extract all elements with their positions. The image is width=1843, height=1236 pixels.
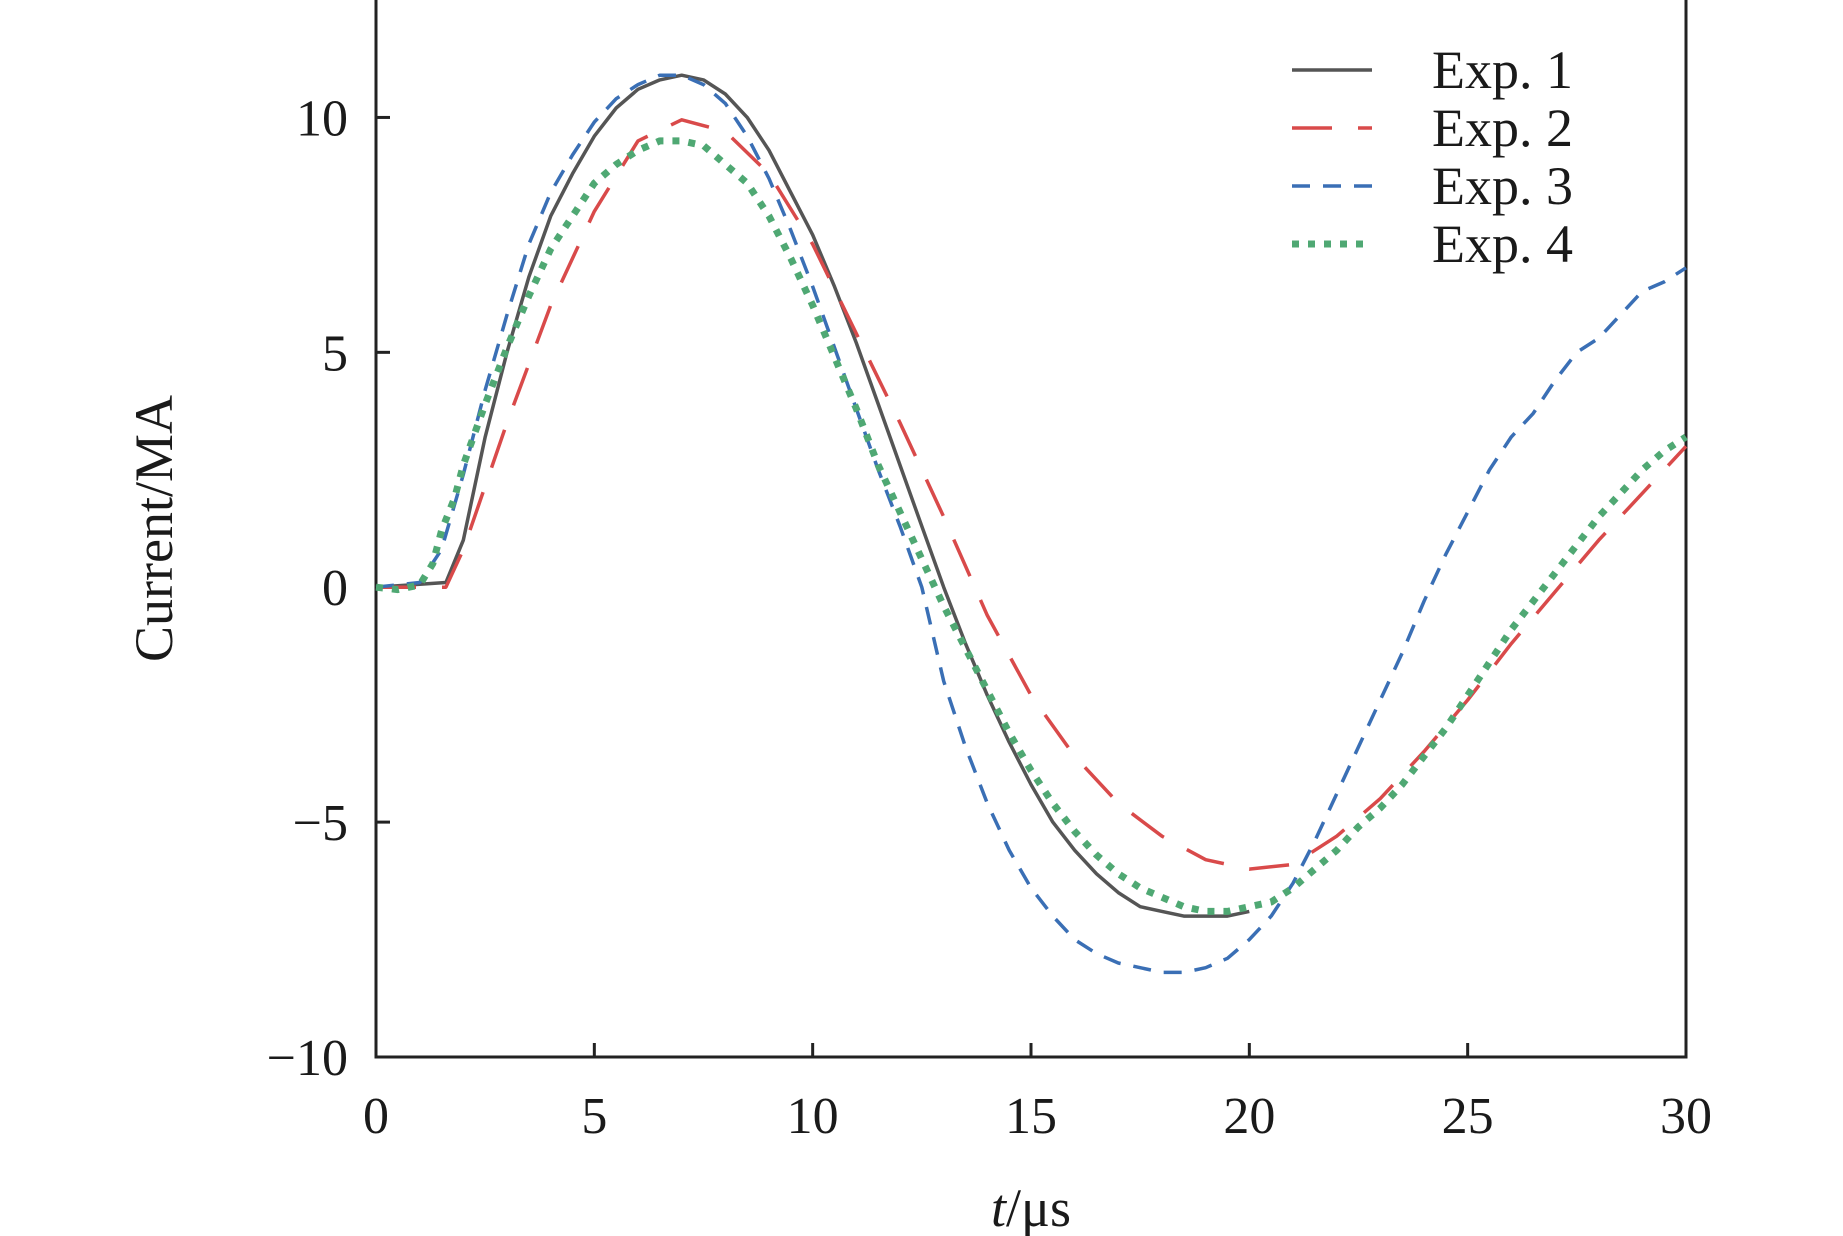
legend-label-exp-2: Exp. 2 <box>1432 98 1573 158</box>
x-tick-label: 0 <box>363 1088 389 1145</box>
x-tick-label: 5 <box>581 1088 607 1145</box>
legend-label-exp-4: Exp. 4 <box>1432 214 1573 274</box>
y-tick-label: 5 <box>322 325 348 382</box>
x-axis-title-variable: t <box>991 1178 1008 1236</box>
x-tick-label: 25 <box>1442 1088 1494 1145</box>
x-tick-label: 20 <box>1223 1088 1275 1145</box>
x-tick-label: 30 <box>1660 1088 1712 1145</box>
y-tick-label: −5 <box>293 795 348 852</box>
series-line-exp-4 <box>375 137 1688 915</box>
legend-label-exp-3: Exp. 3 <box>1432 156 1573 216</box>
x-axis-ticks: 0 5 10 15 20 25 30 <box>363 1043 1712 1145</box>
y-tick-label: 10 <box>296 90 348 147</box>
y-tick-label: 0 <box>322 560 348 617</box>
x-tick-label: 15 <box>1005 1088 1057 1145</box>
x-axis-title-unit: /μs <box>1006 1178 1071 1236</box>
y-axis-title: Current/MA <box>124 395 184 662</box>
y-axis-ticks: −10 −5 0 5 10 <box>267 90 390 1087</box>
x-tick-label: 10 <box>787 1088 839 1145</box>
y-tick-label: −10 <box>267 1030 348 1087</box>
series-line-exp-3 <box>375 73 1687 975</box>
legend-label-exp-1: Exp. 1 <box>1432 40 1573 100</box>
series-layer <box>375 73 1688 975</box>
x-axis-title: t/μs <box>991 1178 1071 1236</box>
series-line-exp-2 <box>376 118 1688 871</box>
series-line-exp-1 <box>375 73 1250 918</box>
